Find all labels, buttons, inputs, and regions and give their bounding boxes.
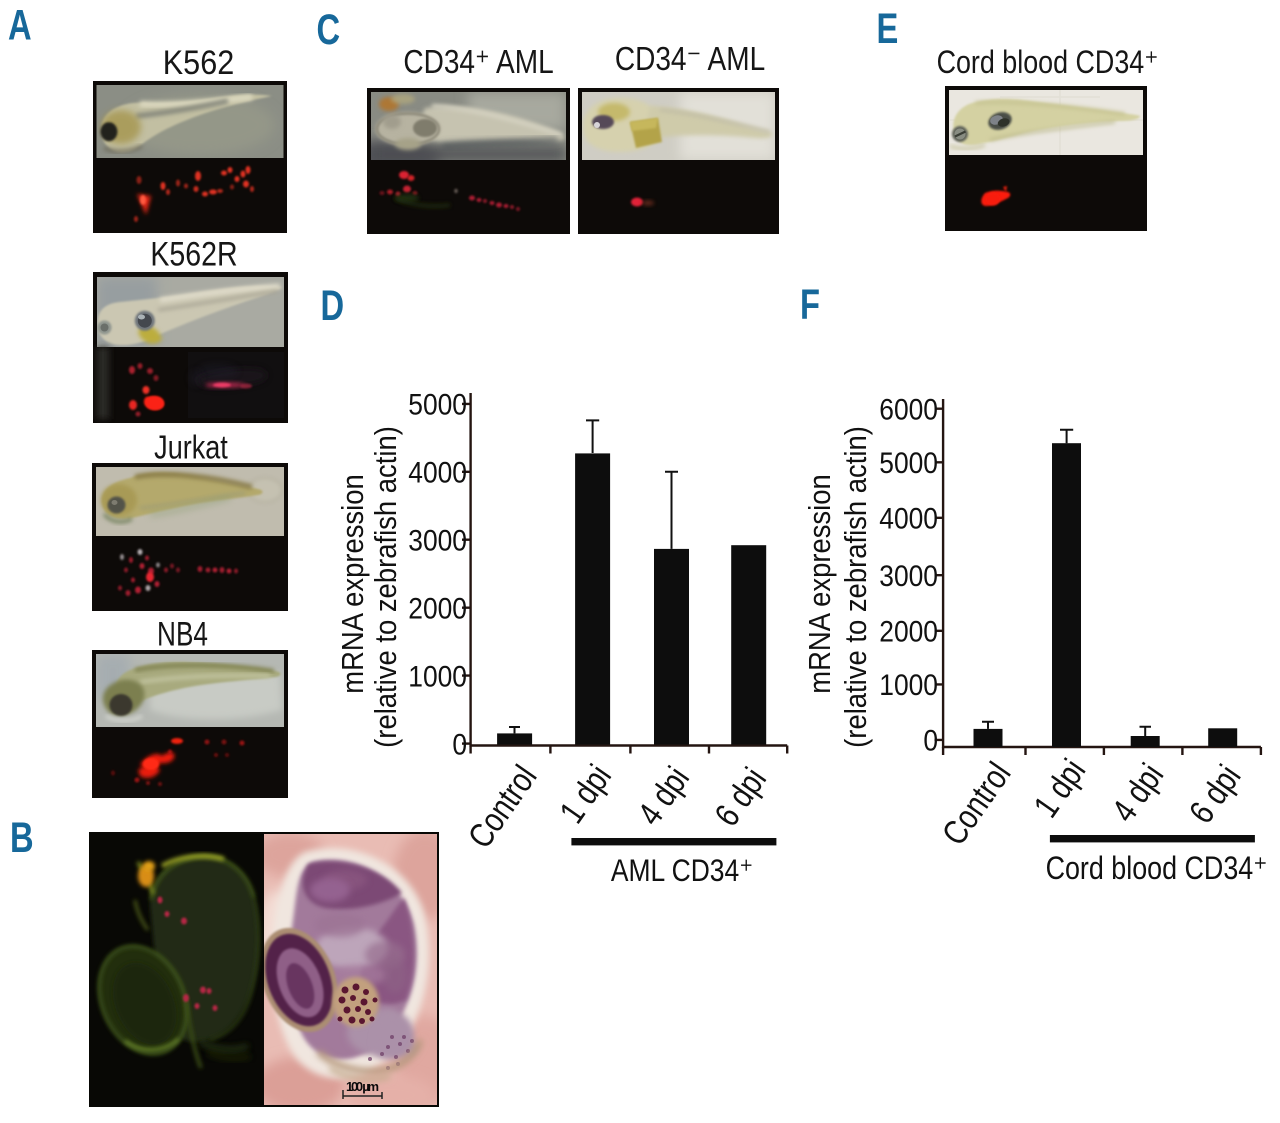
- svg-text:Control: Control: [934, 755, 1019, 852]
- svg-text:AML CD34⁺: AML CD34⁺: [611, 854, 753, 889]
- svg-text:B: B: [10, 814, 34, 862]
- svg-text:CD34⁻ AML: CD34⁻ AML: [615, 41, 765, 78]
- svg-text:2000: 2000: [408, 591, 467, 625]
- svg-text:5000: 5000: [879, 445, 938, 479]
- svg-text:100 µm: 100 µm: [346, 1079, 379, 1094]
- svg-text:5000: 5000: [408, 387, 467, 421]
- svg-text:NB4: NB4: [157, 616, 208, 653]
- svg-text:(relative to zebrafish actin): (relative to zebrafish actin): [840, 426, 874, 748]
- svg-text:6 dpi: 6 dpi: [706, 760, 773, 833]
- svg-text:3000: 3000: [408, 523, 467, 557]
- svg-text:K562R: K562R: [150, 235, 237, 273]
- svg-text:D: D: [321, 282, 345, 330]
- svg-text:K562: K562: [163, 44, 234, 82]
- svg-text:4000: 4000: [879, 501, 938, 535]
- svg-text:0: 0: [452, 727, 467, 761]
- svg-text:Cord blood CD34⁺: Cord blood CD34⁺: [1046, 851, 1268, 887]
- svg-text:1 dpi: 1 dpi: [551, 757, 618, 830]
- svg-text:E: E: [877, 5, 899, 53]
- svg-text:F: F: [800, 281, 820, 329]
- svg-text:1000: 1000: [879, 667, 938, 701]
- svg-text:Jurkat: Jurkat: [154, 430, 228, 466]
- svg-text:(relative to zebrafish actin): (relative to zebrafish actin): [370, 426, 404, 748]
- svg-text:6 dpi: 6 dpi: [1181, 758, 1248, 831]
- svg-text:Control: Control: [460, 758, 545, 855]
- svg-text:6000: 6000: [879, 392, 938, 426]
- svg-text:mRNA expression: mRNA expression: [804, 474, 838, 694]
- svg-text:4 dpi: 4 dpi: [629, 759, 696, 832]
- svg-text:4000: 4000: [408, 455, 467, 489]
- svg-text:A: A: [8, 1, 32, 49]
- svg-text:CD34⁺ AML: CD34⁺ AML: [403, 44, 553, 81]
- svg-text:3000: 3000: [879, 558, 938, 592]
- svg-text:2000: 2000: [879, 614, 938, 648]
- svg-text:Cord blood CD34⁺: Cord blood CD34⁺: [937, 45, 1159, 81]
- svg-text:mRNA expression: mRNA expression: [337, 474, 371, 694]
- svg-text:1 dpi: 1 dpi: [1026, 752, 1093, 825]
- svg-text:4 dpi: 4 dpi: [1104, 756, 1171, 829]
- svg-text:C: C: [317, 6, 341, 54]
- svg-text:1000: 1000: [408, 659, 467, 693]
- svg-text:0: 0: [923, 723, 938, 757]
